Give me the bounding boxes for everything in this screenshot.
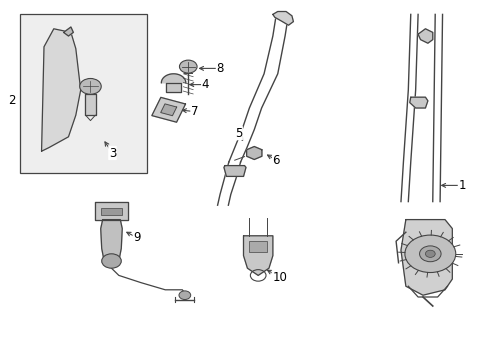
Polygon shape bbox=[152, 98, 185, 122]
Polygon shape bbox=[95, 202, 128, 220]
Bar bbox=[20, 14, 146, 173]
Text: 2: 2 bbox=[8, 94, 16, 107]
Polygon shape bbox=[161, 74, 185, 83]
Polygon shape bbox=[63, 27, 73, 36]
Polygon shape bbox=[243, 236, 272, 275]
Circle shape bbox=[179, 291, 190, 300]
Text: 1: 1 bbox=[457, 179, 465, 192]
Polygon shape bbox=[101, 220, 122, 261]
Circle shape bbox=[80, 78, 101, 94]
Text: 9: 9 bbox=[133, 231, 141, 244]
Text: 8: 8 bbox=[216, 62, 224, 75]
Polygon shape bbox=[224, 166, 245, 176]
Circle shape bbox=[419, 246, 440, 262]
Text: 6: 6 bbox=[272, 154, 280, 167]
Polygon shape bbox=[41, 29, 81, 151]
Polygon shape bbox=[84, 94, 96, 115]
Polygon shape bbox=[409, 97, 427, 108]
Polygon shape bbox=[417, 29, 432, 43]
Circle shape bbox=[179, 60, 197, 73]
Text: 10: 10 bbox=[272, 271, 286, 284]
Bar bbox=[249, 241, 266, 252]
Polygon shape bbox=[272, 12, 293, 25]
Polygon shape bbox=[161, 104, 176, 116]
Circle shape bbox=[404, 235, 455, 273]
Text: 4: 4 bbox=[201, 78, 209, 91]
Polygon shape bbox=[246, 147, 262, 159]
Polygon shape bbox=[400, 220, 451, 295]
Text: 5: 5 bbox=[234, 127, 242, 140]
Text: 7: 7 bbox=[190, 105, 198, 118]
Bar bbox=[101, 208, 122, 215]
Text: 3: 3 bbox=[108, 147, 116, 159]
Polygon shape bbox=[166, 83, 181, 92]
Circle shape bbox=[425, 250, 434, 257]
Circle shape bbox=[102, 254, 121, 268]
